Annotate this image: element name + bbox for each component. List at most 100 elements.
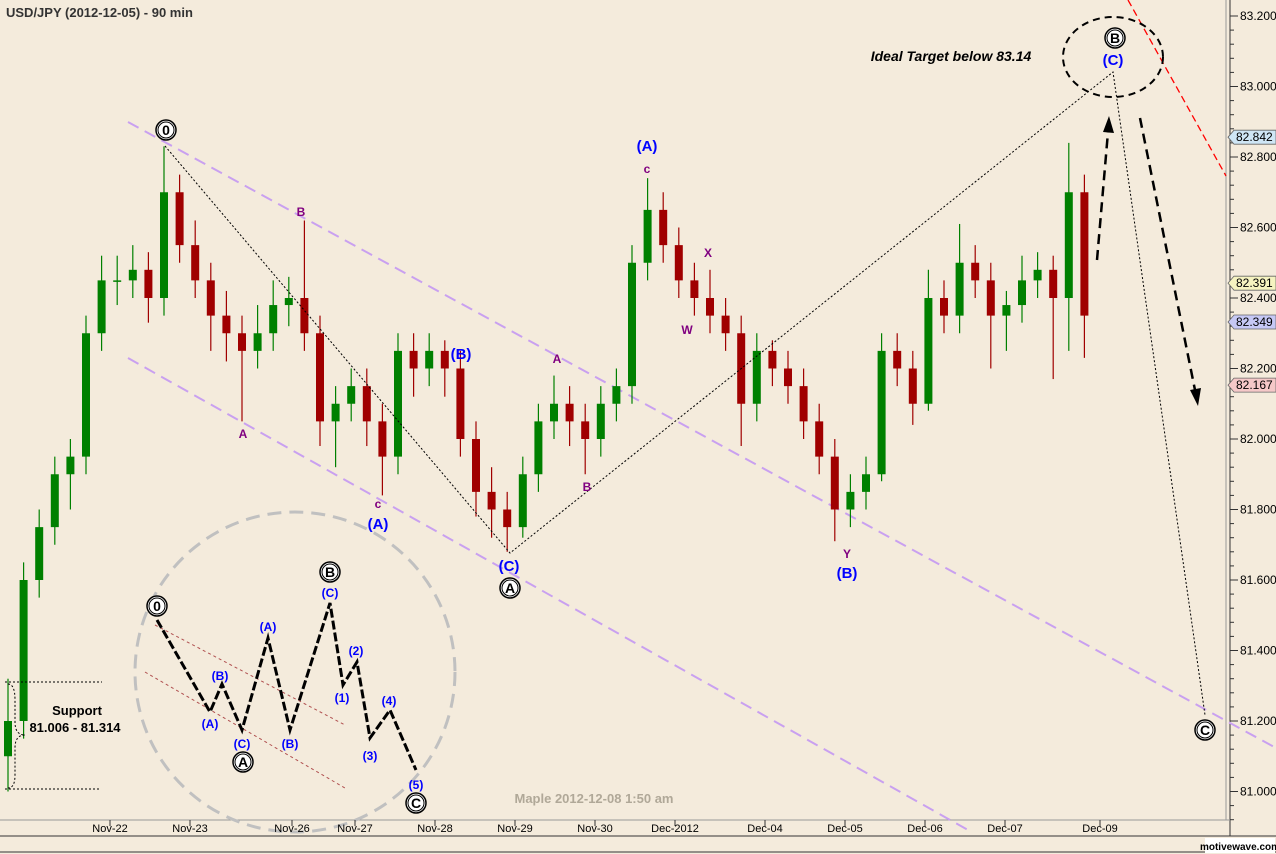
candle-body xyxy=(82,333,90,457)
y-tick-label: 82.600 xyxy=(1240,221,1276,235)
wave-label-y: Y xyxy=(843,547,851,561)
x-tick-label: Nov-29 xyxy=(497,823,532,835)
svg-text:82.349: 82.349 xyxy=(1236,315,1273,329)
candle xyxy=(347,368,356,422)
candle-body xyxy=(877,350,886,475)
candle xyxy=(19,562,28,739)
svg-text:B: B xyxy=(325,564,335,580)
y-tick-label: 81.800 xyxy=(1240,503,1276,517)
candle-body xyxy=(674,245,683,281)
svg-text:A: A xyxy=(553,352,562,366)
candle xyxy=(1002,290,1011,351)
wave-label-icC: C xyxy=(405,792,427,814)
candle xyxy=(284,276,293,327)
x-tick-label: Nov-27 xyxy=(337,823,372,835)
inset-zigzag xyxy=(155,602,418,771)
wave-label-main_B_purple: B xyxy=(297,205,306,219)
x-tick-label: Dec-06 xyxy=(907,823,942,835)
candle xyxy=(924,269,933,411)
candle-body xyxy=(846,491,855,510)
candle-body xyxy=(160,192,168,298)
svg-text:B: B xyxy=(297,205,306,219)
wave-label-i5: (5) xyxy=(409,778,424,792)
candle-body xyxy=(1049,269,1058,298)
candles-group xyxy=(4,142,1089,792)
svg-text:B: B xyxy=(583,480,592,494)
candle-body xyxy=(752,350,761,404)
candle-body xyxy=(425,350,434,369)
candle xyxy=(206,262,215,351)
svg-text:Y: Y xyxy=(843,547,851,561)
candle xyxy=(550,375,558,439)
candle xyxy=(82,315,90,475)
y-tick-label: 82.000 xyxy=(1240,432,1276,446)
candle-body xyxy=(955,262,964,316)
candle-body xyxy=(206,280,215,316)
wave-label-icA: A xyxy=(232,751,254,773)
candle xyxy=(238,315,246,422)
chart-background xyxy=(0,0,1226,836)
wave-label-iA1: (A) xyxy=(202,717,219,731)
svg-text:A: A xyxy=(505,580,515,596)
y-tick-label: 83.200 xyxy=(1240,9,1276,23)
support-range: 81.006 - 81.314 xyxy=(29,720,121,735)
candle-body xyxy=(628,262,636,387)
candle xyxy=(628,245,636,404)
wave-label-iC1: (C) xyxy=(234,737,251,751)
candle-body xyxy=(4,721,12,757)
wave-label-B1: (B) xyxy=(451,346,472,363)
candle xyxy=(565,386,574,447)
candle-body xyxy=(362,386,371,422)
svg-text:82.167: 82.167 xyxy=(1236,378,1273,392)
svg-text:82.391: 82.391 xyxy=(1236,276,1273,290)
candle xyxy=(144,252,153,323)
wave-label-A2: (A) xyxy=(637,138,658,155)
svg-text:0: 0 xyxy=(162,122,170,138)
candle-body xyxy=(784,368,792,387)
candle xyxy=(1018,255,1026,323)
wave-label-circA: A xyxy=(499,577,521,599)
candle-body xyxy=(253,333,262,351)
candle xyxy=(955,223,964,334)
target-note: Ideal Target below 83.14 xyxy=(871,48,1032,64)
price-tag: 82.167 xyxy=(1227,377,1276,393)
wave-label-x: X xyxy=(704,246,712,260)
candle-body xyxy=(1002,305,1011,316)
candle-body xyxy=(581,421,590,439)
wave-label-circB: B xyxy=(1104,27,1126,49)
candle-body xyxy=(19,580,28,721)
candle xyxy=(4,678,12,792)
candle xyxy=(784,350,792,404)
svg-text:(B): (B) xyxy=(451,346,472,363)
candle xyxy=(940,280,948,334)
candle xyxy=(752,333,761,422)
wave-label-c1: c xyxy=(375,497,382,511)
upper-channel-line xyxy=(127,121,1276,749)
svg-text:(C): (C) xyxy=(234,737,251,751)
x-tick-label: Nov-28 xyxy=(417,823,452,835)
svg-text:(A): (A) xyxy=(368,516,389,533)
candle xyxy=(362,368,371,447)
candle-body xyxy=(815,421,824,457)
candle xyxy=(191,220,200,298)
target-red-line xyxy=(1127,0,1227,177)
candle xyxy=(846,474,855,528)
candle-body xyxy=(222,315,231,334)
candle-body xyxy=(565,403,574,422)
wave-label-iB1: (B) xyxy=(212,669,229,683)
wave-path-dotted xyxy=(164,71,1206,716)
candle-body xyxy=(316,333,324,422)
svg-text:0: 0 xyxy=(153,598,161,614)
up-arrow-head xyxy=(1103,116,1114,133)
candle-body xyxy=(472,439,480,492)
svg-text:(A): (A) xyxy=(202,717,219,731)
wave-label-main_A_purple: A xyxy=(239,427,248,441)
wave-label-A1: (A) xyxy=(368,516,389,533)
x-tick-label: Dec-04 xyxy=(747,823,782,835)
price-tag: 82.842 xyxy=(1227,129,1276,145)
price-axis: 81.000 81.200 81.400 81.600 81.800 82.000 82.2… xyxy=(1230,9,1276,821)
candle xyxy=(1033,252,1042,298)
svg-text:(B): (B) xyxy=(212,669,229,683)
candle xyxy=(1080,174,1089,358)
